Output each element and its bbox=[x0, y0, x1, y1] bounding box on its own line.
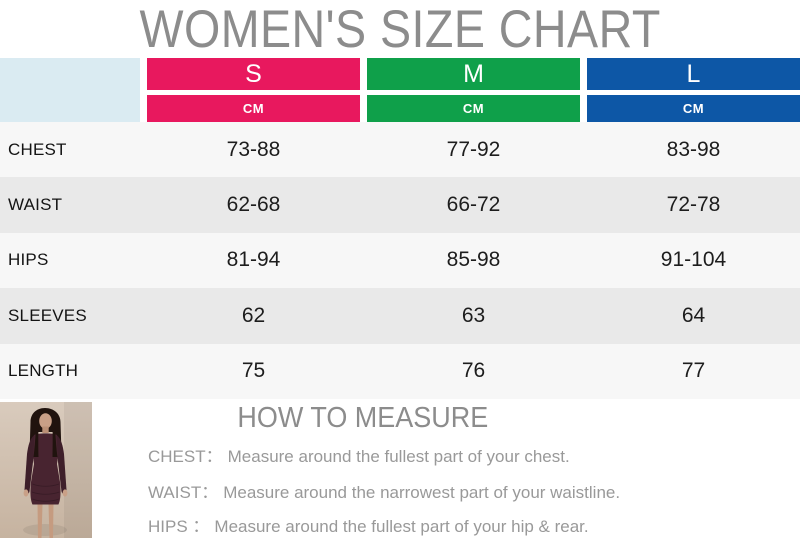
measure-line-hips: HIPS ： Measure around the fullest part of… bbox=[148, 512, 589, 537]
row-label: CHEST bbox=[8, 139, 67, 159]
size-table-body: CHEST 73-88 77-92 83-98 WAIST 62-68 66-7… bbox=[0, 122, 800, 399]
row-label: SLEEVES bbox=[8, 305, 87, 325]
cell-value: 77-92 bbox=[446, 137, 501, 161]
cell-value: 83-98 bbox=[666, 137, 721, 161]
cell-value: 64 bbox=[681, 303, 706, 327]
cell-value: 75 bbox=[241, 359, 266, 383]
corner-cell bbox=[0, 58, 140, 122]
cell-value: 62-68 bbox=[226, 193, 281, 217]
size-header-s: S bbox=[147, 58, 360, 90]
table-row-waist: WAIST 62-68 66-72 72-78 bbox=[0, 177, 800, 233]
measure-label: HIPS ： bbox=[148, 516, 210, 536]
size-header-m: M bbox=[367, 58, 580, 90]
table-row-length: LENGTH 75 76 77 bbox=[0, 343, 800, 399]
cell-value: 63 bbox=[461, 303, 486, 327]
row-label: HIPS bbox=[8, 250, 49, 270]
size-table-header: S M L CM CM CM bbox=[0, 58, 800, 122]
cell-value: 81-94 bbox=[226, 248, 281, 272]
cell-value: 62 bbox=[241, 303, 266, 327]
measure-label: WAIST： bbox=[148, 482, 219, 502]
measure-text: Measure around the fullest part of your … bbox=[227, 446, 570, 466]
how-to-measure-section: HOW TO MEASURE CHEST： Measure around the … bbox=[0, 401, 800, 538]
how-to-measure-title-text: HOW TO MEASURE bbox=[237, 401, 488, 434]
cell-value: 91-104 bbox=[660, 248, 727, 272]
cell-value: 72-78 bbox=[666, 193, 721, 217]
measure-text: Measure around the fullest part of your … bbox=[214, 516, 589, 536]
size-header-l: L bbox=[587, 58, 800, 90]
table-row-hips: HIPS 81-94 85-98 91-104 bbox=[0, 232, 800, 289]
row-label: LENGTH bbox=[8, 361, 79, 381]
cell-value: 76 bbox=[461, 359, 486, 383]
page-title-text: WOMEN'S SIZE CHART bbox=[139, 0, 661, 59]
measure-label: CHEST： bbox=[148, 446, 223, 466]
cell-value: 77 bbox=[681, 359, 706, 383]
table-row-sleeves: SLEEVES 62 63 64 bbox=[0, 288, 800, 344]
unit-cell-s: CM bbox=[147, 95, 360, 122]
cell-value: 66-72 bbox=[446, 193, 501, 217]
unit-cell-m: CM bbox=[367, 95, 580, 122]
measure-text: Measure around the narrowest part of you… bbox=[223, 482, 621, 502]
model-photo bbox=[0, 401, 92, 538]
how-to-measure-title: HOW TO MEASURE bbox=[145, 401, 580, 434]
table-row-chest: CHEST 73-88 77-92 83-98 bbox=[0, 122, 800, 178]
measure-line-chest: CHEST： Measure around the fullest part of… bbox=[148, 442, 570, 467]
cell-value: 85-98 bbox=[446, 248, 501, 272]
row-label: WAIST bbox=[8, 195, 63, 215]
page-title: WOMEN'S SIZE CHART bbox=[0, 0, 800, 58]
unit-cell-l: CM bbox=[587, 95, 800, 122]
cell-value: 73-88 bbox=[226, 137, 281, 161]
measure-line-waist: WAIST： Measure around the narrowest part … bbox=[148, 478, 620, 503]
